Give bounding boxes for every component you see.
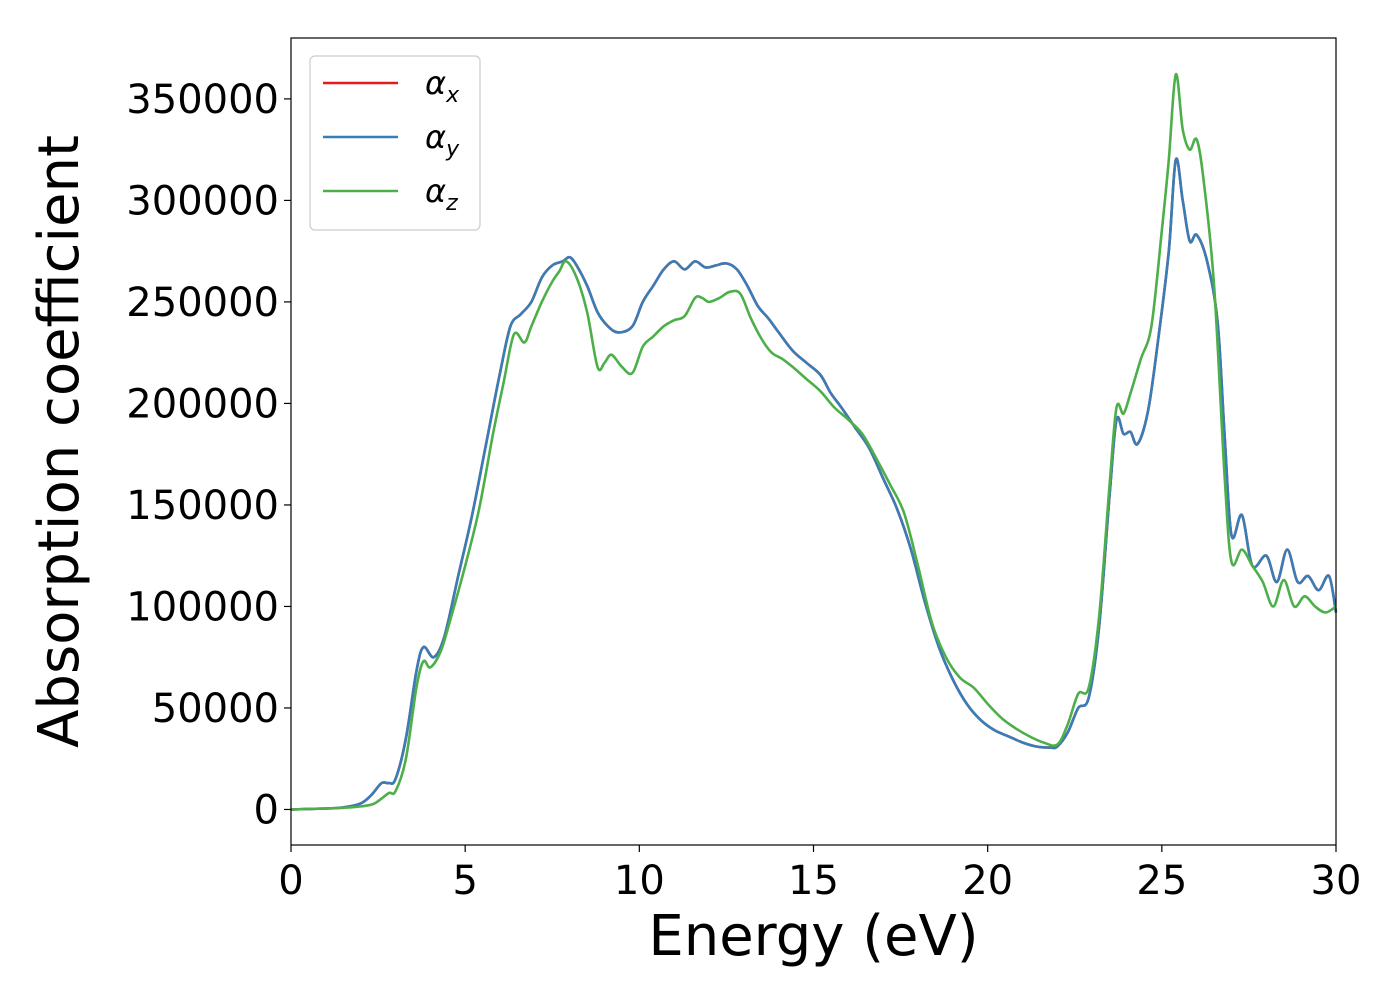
y-tick-label: 0 xyxy=(254,787,279,833)
x-tick-label: 20 xyxy=(962,858,1013,904)
x-tick-label: 0 xyxy=(278,858,303,904)
x-tick-label: 15 xyxy=(788,858,839,904)
legend-box xyxy=(309,55,481,231)
y-tick-label: 200000 xyxy=(126,381,279,427)
x-axis: 0 5 10 15 20 25 30 xyxy=(278,845,1361,904)
series-layer xyxy=(290,73,1338,811)
x-axis-title: Energy (eV) xyxy=(648,904,978,969)
y-tick-label: 100000 xyxy=(126,584,279,630)
legend: αx αy αz xyxy=(309,55,481,231)
series-line-z xyxy=(290,73,1337,811)
y-axis: 0 50000 100000 150000 200000 250000 300000 3500… xyxy=(126,77,291,833)
y-tick-label: 250000 xyxy=(126,280,279,326)
y-tick-label: 150000 xyxy=(126,483,279,529)
y-tick-label: 50000 xyxy=(152,686,279,732)
legend-label-y: αy xyxy=(425,118,460,162)
series-line-y xyxy=(290,157,1338,811)
legend-label-x: αx xyxy=(425,64,460,108)
x-tick-label: 30 xyxy=(1311,858,1362,904)
series-line-x xyxy=(290,157,1338,811)
x-tick-label: 5 xyxy=(452,858,477,904)
y-tick-label: 350000 xyxy=(126,77,279,123)
x-tick-label: 25 xyxy=(1136,858,1187,904)
y-tick-label: 300000 xyxy=(126,178,279,224)
x-tick-label: 10 xyxy=(614,858,665,904)
legend-label-z: αz xyxy=(425,172,458,216)
y-axis-title: Absorption coefficient xyxy=(27,135,92,748)
